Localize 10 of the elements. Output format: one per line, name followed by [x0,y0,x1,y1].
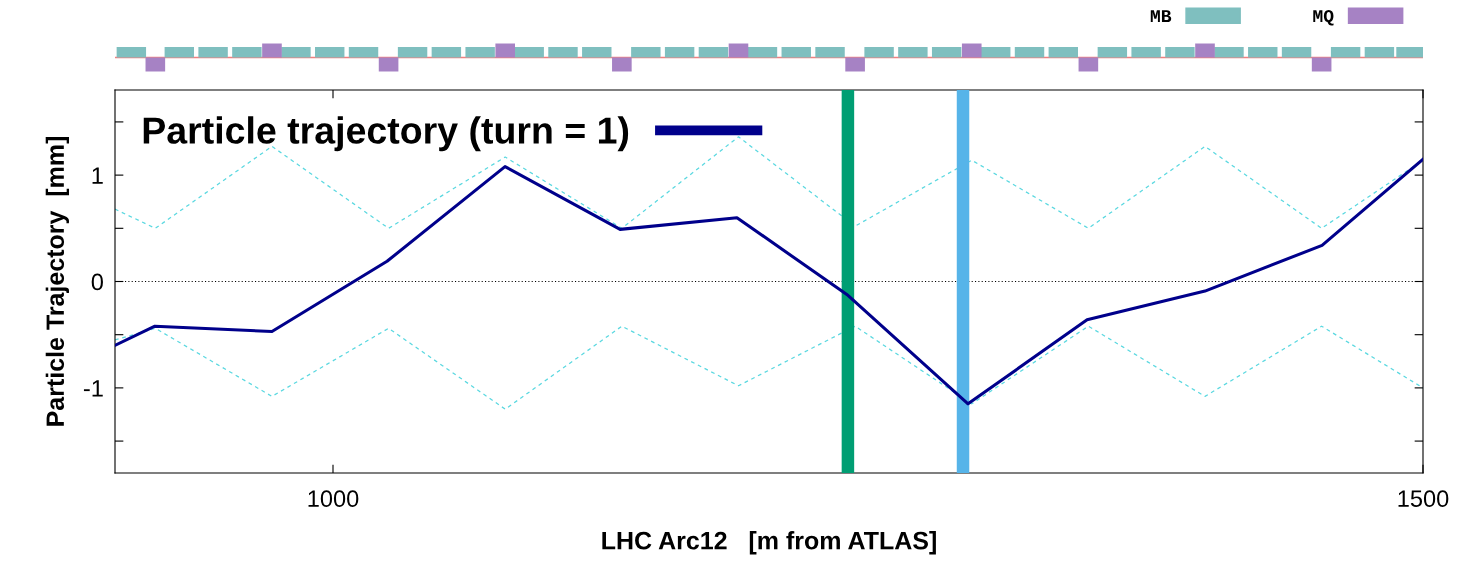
x-tick-label: 1500 [1398,490,1449,508]
x-tick-label: 1000 [308,490,359,508]
legend-label: MB [1150,10,1172,23]
legend-label: MQ [1313,9,1334,26]
y-axis-title: Particle Trajectory [mm] [45,137,70,426]
legend-label: Particle trajectory (turn = 1) [143,116,629,152]
x-axis-title: LHC Arc12 [m from ATLAS] [602,531,936,555]
y-tick-label: -1 [83,380,103,397]
y-tick-label: 0 [91,273,103,291]
y-tick-label: 1 [92,167,103,184]
